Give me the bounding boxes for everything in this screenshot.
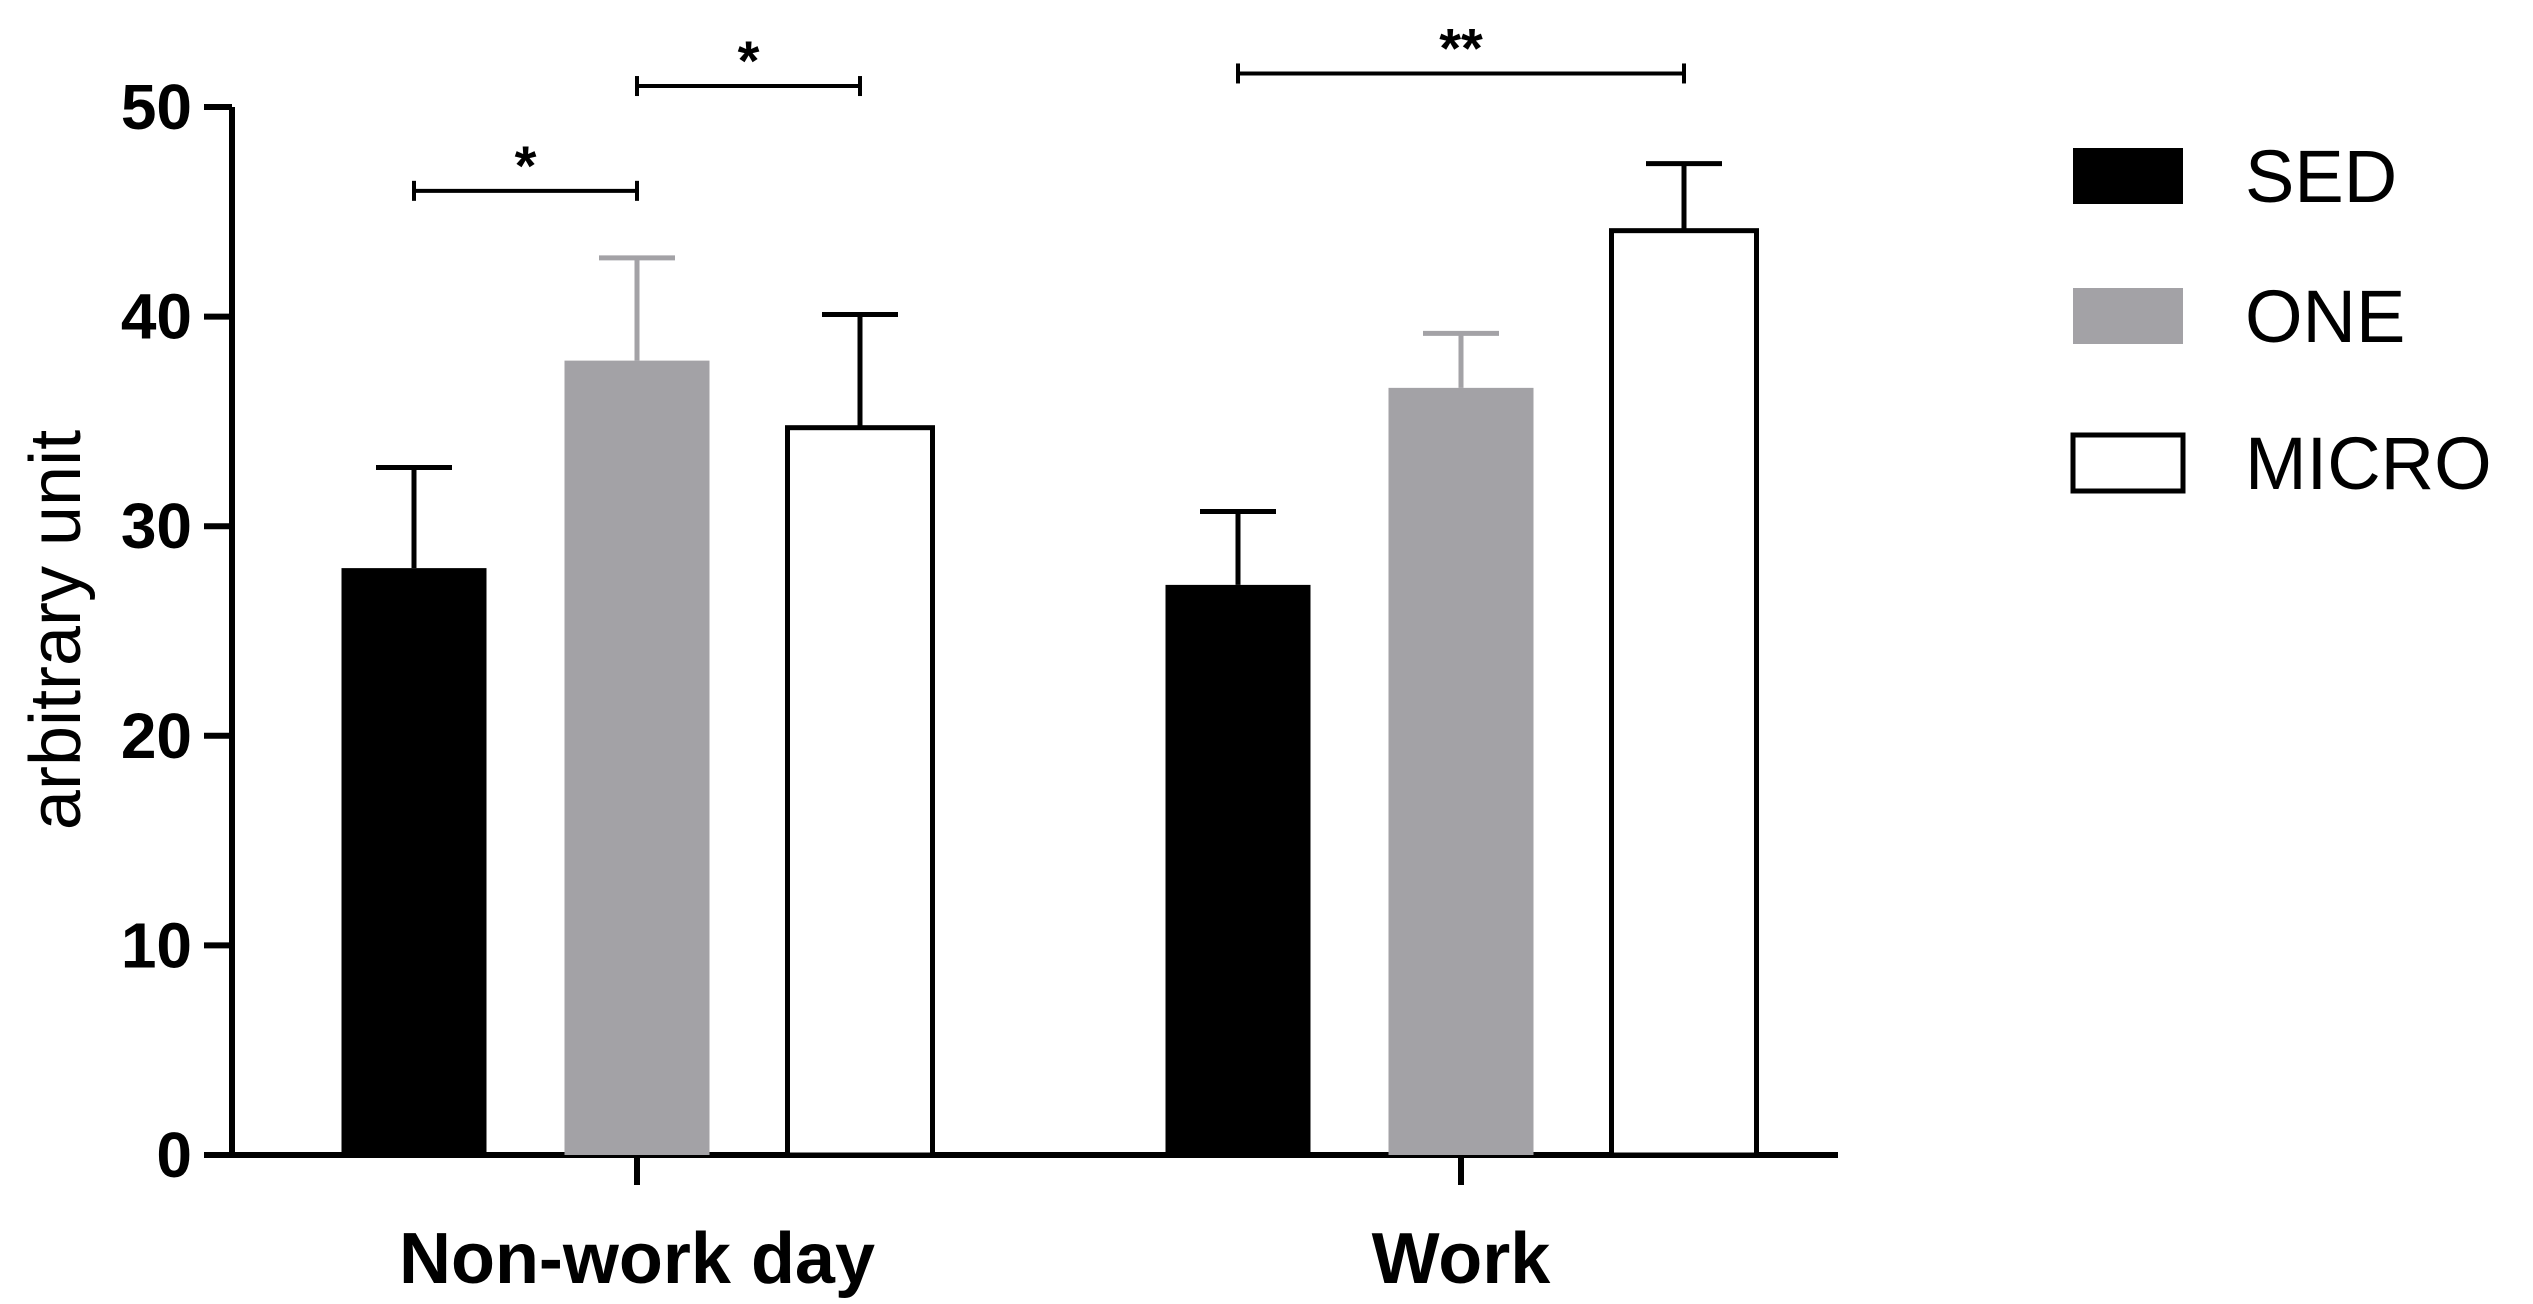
x-category-label: Non-work day [399,1219,875,1299]
y-tick-label: 40 [121,281,192,353]
bar-sed [341,568,487,1155]
legend-swatch-micro [2070,432,2186,494]
legend-swatch-sed [2073,148,2183,204]
y-tick-label: 10 [121,909,192,981]
bars [341,228,1759,1158]
significance-label: * [738,29,760,92]
significance-brackets: ** ** [412,16,1686,201]
legend-label-sed: SED [2245,135,2397,218]
legend-label-micro: MICRO [2245,422,2492,505]
y-tick-label: 30 [121,490,192,562]
x-category-label: Work [1372,1219,1552,1299]
bar-one [1388,387,1534,1155]
legend-swatch-one [2073,288,2183,344]
error-bars [376,161,1722,585]
bar-one [564,360,710,1156]
significance-label: ** [1439,16,1483,79]
y-tick-label: 20 [121,700,192,772]
legend: SED ONE MICRO [2070,135,2492,505]
bar-micro [785,425,935,1158]
y-tick-label: 0 [156,1119,192,1191]
y-axis-title: arbitrary unit [16,430,96,830]
axes: 0 10 20 30 40 50 Non-work day Work [121,71,1838,1299]
bar-sed [1165,584,1311,1155]
bar-micro [1609,228,1759,1158]
y-tick-label: 50 [121,71,192,143]
legend-label-one: ONE [2245,275,2405,358]
significance-label: * [515,134,537,197]
